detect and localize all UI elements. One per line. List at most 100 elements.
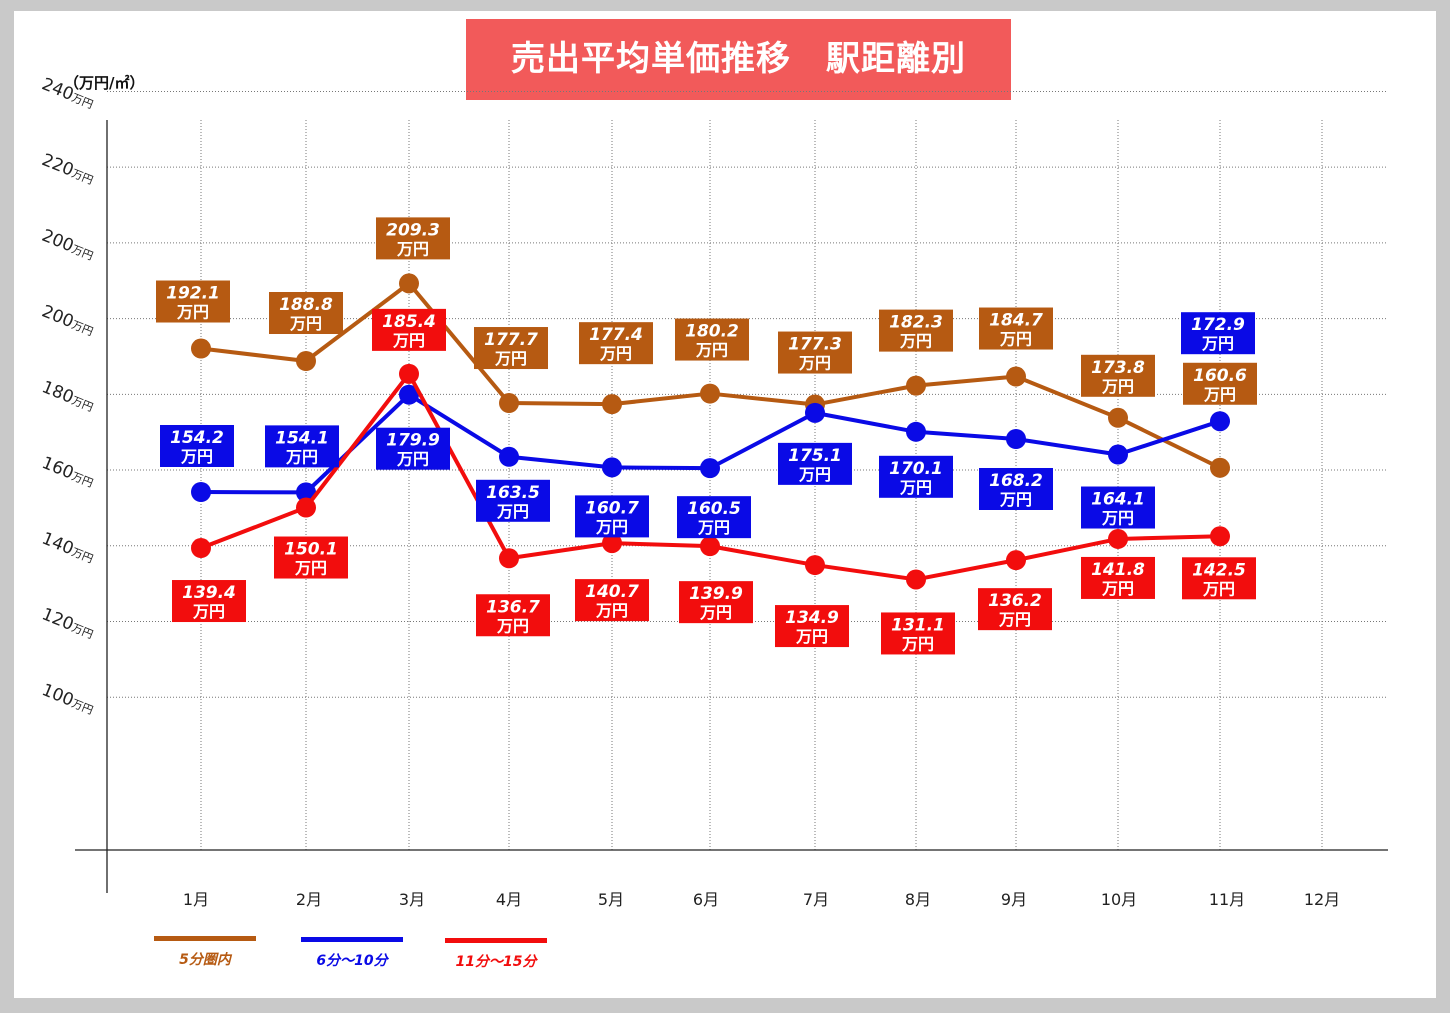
data-label-unit-s1-8: 万円 (999, 490, 1032, 509)
data-label-value-s1-5: 160.5 (687, 499, 741, 519)
data-point-s1-9 (1108, 444, 1128, 465)
legend-line-11-15min (445, 938, 547, 943)
data-label-unit-s0-8: 万円 (999, 330, 1032, 349)
data-point-s1-0 (191, 481, 211, 502)
data-label-box-s2-5 (679, 581, 753, 624)
data-label-value-s2-8: 136.2 (988, 591, 1042, 611)
data-label-s1-3: 163.5万円 (476, 479, 550, 522)
data-label-box-s1-6 (778, 442, 852, 485)
data-point-s1-7 (906, 421, 926, 442)
data-label-s2-0: 139.4万円 (172, 580, 246, 623)
data-label-value-s2-7: 131.1 (891, 615, 945, 635)
data-label-unit-s0-5: 万円 (695, 341, 728, 360)
data-label-value-s2-9: 141.8 (1091, 560, 1145, 580)
data-label-box-s1-3 (476, 479, 550, 522)
data-label-unit-s0-9: 万円 (1101, 377, 1134, 396)
data-point-s1-10 (1210, 411, 1230, 432)
data-point-s2-0 (191, 538, 211, 559)
data-label-box-s2-4 (575, 579, 649, 622)
data-label-unit-s1-10: 万円 (1201, 334, 1234, 353)
data-point-s1-8 (1006, 428, 1026, 449)
data-label-box-s0-10 (1183, 362, 1257, 405)
data-label-value-s0-8: 184.7 (989, 311, 1043, 331)
data-point-s1-5 (700, 458, 720, 479)
data-label-s2-7: 131.1万円 (881, 612, 955, 655)
x-tick-label-1: 2月 (296, 890, 322, 909)
data-label-value-s1-9: 164.1 (1091, 490, 1145, 510)
x-tick-label-10: 11月 (1209, 890, 1245, 909)
data-label-box-s2-3 (476, 594, 550, 637)
y-tick-label-5: 200万円 (39, 301, 97, 340)
y-tick-label-8: 240万円 (39, 74, 97, 113)
y-tick-label-0: 100万円 (39, 680, 97, 719)
data-label-value-s1-8: 168.2 (989, 471, 1043, 491)
data-label-unit-s0-6: 万円 (798, 354, 831, 373)
data-label-unit-s1-9: 万円 (1101, 509, 1134, 528)
data-label-value-s0-2: 209.3 (386, 220, 440, 240)
data-label-box-s0-8 (979, 307, 1053, 350)
data-label-box-s0-4 (579, 322, 653, 365)
data-label-value-s0-10: 160.6 (1193, 366, 1247, 386)
x-tick-label-3: 4月 (496, 890, 522, 909)
data-point-s1-3 (499, 446, 519, 467)
y-tick-label-7: 220万円 (39, 150, 97, 189)
data-label-value-s2-3: 136.7 (486, 597, 540, 617)
data-point-s1-2 (399, 384, 419, 405)
data-point-s0-2 (399, 273, 419, 294)
data-label-s2-1: 150.1万円 (274, 536, 348, 579)
data-label-box-s0-7 (879, 309, 953, 352)
data-label-box-s2-7 (881, 612, 955, 655)
data-label-value-s0-1: 188.8 (279, 295, 333, 315)
data-label-value-s0-5: 180.2 (685, 322, 739, 342)
data-point-s0-1 (296, 351, 316, 372)
data-point-s2-8 (1006, 550, 1026, 571)
y-tick-label-3: 160万円 (39, 453, 97, 492)
data-point-s2-3 (499, 548, 519, 569)
y-tick-label-4: 180万円 (39, 377, 97, 416)
data-point-s0-8 (1006, 366, 1026, 387)
legend-line-6-10min (301, 937, 403, 942)
data-label-s1-10: 172.9万円 (1181, 312, 1255, 355)
y-tick-label-6: 200万円 (39, 226, 97, 265)
data-label-box-s1-8 (979, 467, 1053, 510)
data-label-box-s1-7 (879, 455, 953, 498)
data-point-s0-0 (191, 338, 211, 359)
data-label-unit-s1-3: 万円 (496, 502, 529, 521)
data-label-s0-2: 209.3万円 (376, 217, 450, 260)
data-label-s0-10: 160.6万円 (1183, 362, 1257, 405)
data-label-value-s2-6: 134.9 (785, 608, 839, 628)
data-label-s1-1: 154.1万円 (265, 425, 339, 468)
data-label-unit-s1-4: 万円 (595, 517, 628, 536)
data-label-unit-s2-1: 万円 (294, 559, 327, 578)
data-label-box-s2-8 (978, 588, 1052, 631)
data-point-s1-1 (296, 482, 316, 503)
data-label-value-s1-3: 163.5 (486, 483, 540, 503)
data-label-box-s0-9 (1081, 354, 1155, 397)
data-label-box-s2-2 (372, 308, 446, 351)
data-point-s2-2 (399, 363, 419, 384)
x-tick-label-8: 9月 (1001, 890, 1027, 909)
data-label-value-s2-2: 185.4 (382, 312, 436, 332)
data-point-s0-7 (906, 375, 926, 396)
data-label-value-s1-6: 175.1 (788, 446, 842, 466)
x-tick-label-2: 3月 (399, 890, 425, 909)
data-label-unit-s0-4: 万円 (599, 344, 632, 363)
data-label-box-s0-0 (156, 280, 230, 323)
data-label-s0-4: 177.4万円 (579, 322, 653, 365)
data-label-s0-7: 182.3万円 (879, 309, 953, 352)
data-label-unit-s0-2: 万円 (396, 239, 429, 258)
data-label-box-s0-2 (376, 217, 450, 260)
data-label-s1-4: 160.7万円 (575, 495, 649, 538)
data-label-box-s0-6 (778, 331, 852, 374)
data-label-s0-5: 180.2万円 (675, 318, 749, 361)
data-label-s2-6: 134.9万円 (775, 605, 849, 648)
x-tick-label-7: 8月 (905, 890, 931, 909)
data-label-unit-s1-0: 万円 (180, 447, 213, 466)
y-tick-label-1: 120万円 (39, 604, 97, 643)
data-label-value-s1-10: 172.9 (1191, 315, 1245, 335)
data-label-unit-s2-8: 万円 (998, 610, 1031, 629)
data-label-s2-3: 136.7万円 (476, 594, 550, 637)
data-label-unit-s2-9: 万円 (1101, 579, 1134, 598)
data-label-value-s1-2: 179.9 (386, 431, 440, 451)
